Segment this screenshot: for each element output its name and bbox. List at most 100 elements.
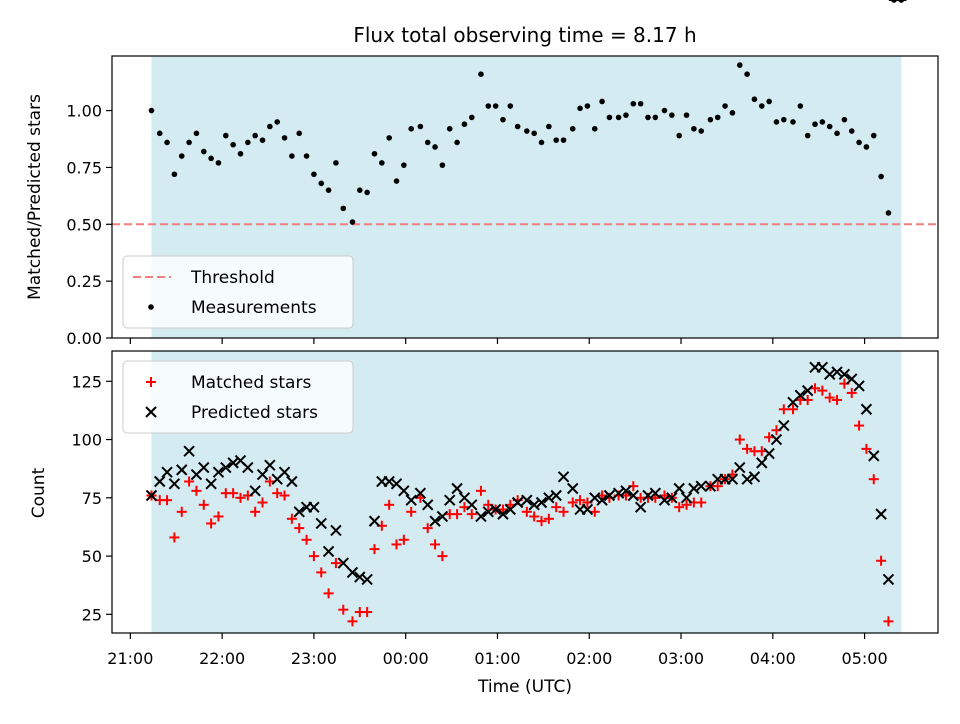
point-plus-2 <box>162 495 173 506</box>
point-dot-83 <box>773 119 780 125</box>
point-dot-28 <box>357 187 363 193</box>
point-dot-5 <box>186 139 192 146</box>
x-tick-label: 04:00 <box>750 649 796 668</box>
point-dot-60 <box>599 98 605 105</box>
point-x-44 <box>475 510 487 523</box>
point-x-86 <box>794 389 807 401</box>
point-x-61 <box>603 489 616 502</box>
point-x-96 <box>868 450 880 462</box>
point-plus-79 <box>742 443 753 454</box>
point-x-23 <box>315 517 327 530</box>
point-dot-84 <box>781 116 787 123</box>
point-dot-26 <box>340 205 347 212</box>
point-plus-27 <box>347 616 358 627</box>
point-x-16 <box>264 459 276 471</box>
legend-label: Measurements <box>191 298 317 318</box>
point-plus-7 <box>198 499 209 510</box>
point-x-40 <box>444 494 456 506</box>
point-dot-27 <box>349 219 356 225</box>
point-dot-39 <box>439 162 446 168</box>
y-tick-label: 50 <box>82 547 102 566</box>
point-x-49 <box>511 496 524 509</box>
point-x-56 <box>567 482 579 495</box>
legend-label: Threshold <box>190 268 275 288</box>
point-x-62 <box>612 487 625 499</box>
point-plus-22 <box>308 551 319 562</box>
point-dot-51 <box>531 130 537 137</box>
point-dot-20 <box>296 130 303 137</box>
legend-box <box>122 360 354 434</box>
point-plus-52 <box>536 516 547 527</box>
point-x-5 <box>183 445 195 457</box>
point-x-52 <box>535 496 548 509</box>
point-plus-33 <box>391 539 402 550</box>
point-dot-16 <box>267 123 273 130</box>
point-dot-12 <box>237 150 244 157</box>
point-x-63 <box>620 485 632 497</box>
y-tick-label: 25 <box>82 605 102 624</box>
point-plus-95 <box>861 443 872 454</box>
point-plus-97 <box>876 555 887 566</box>
point-plus-17 <box>272 488 283 499</box>
point-dot-94 <box>856 139 862 146</box>
point-dot-88 <box>812 121 818 128</box>
legend: Matched stars Predicted stars <box>122 360 354 434</box>
point-plus-43 <box>466 509 477 520</box>
point-x-38 <box>429 515 441 527</box>
point-dot-43 <box>468 114 475 121</box>
point-plus-73 <box>696 497 707 508</box>
point-dot-85 <box>790 119 796 125</box>
point-x-81 <box>756 457 768 469</box>
point-x-1 <box>154 475 166 488</box>
point-plus-53 <box>543 513 554 524</box>
point-plus-23 <box>316 567 327 578</box>
point-plus-15 <box>257 497 268 508</box>
point-plus-55 <box>558 506 569 517</box>
point-x-39 <box>436 510 449 523</box>
point-dot-91 <box>834 130 840 137</box>
point-dot-19 <box>289 153 295 159</box>
point-dot-37 <box>424 139 431 146</box>
point-x-70 <box>673 482 685 495</box>
point-plus-4 <box>176 506 187 517</box>
point-x-94 <box>853 380 865 392</box>
point-x-51 <box>528 499 540 511</box>
point-plus-56 <box>567 497 578 508</box>
point-plus-38 <box>430 539 441 550</box>
point-x-79 <box>741 473 753 485</box>
point-x-43 <box>466 499 478 511</box>
axes-frame <box>111 350 939 634</box>
point-dot-87 <box>804 132 811 139</box>
point-x-34 <box>398 485 410 497</box>
point-dot-55 <box>560 137 567 143</box>
point-plus-26 <box>338 604 349 615</box>
y-tick-label: 75 <box>82 489 102 508</box>
point-dot-80 <box>751 96 758 103</box>
point-x-20 <box>293 506 305 518</box>
point-plus-44 <box>475 485 486 496</box>
point-dot-62 <box>615 114 622 121</box>
point-dot-67 <box>652 114 659 121</box>
y-tick-label: 0.25 <box>66 272 102 291</box>
point-plus-24 <box>323 588 334 599</box>
point-plus-25 <box>330 558 341 569</box>
point-plus-6 <box>191 485 202 496</box>
point-plus-8 <box>206 518 217 529</box>
point-x-8 <box>205 478 217 490</box>
point-plus-70 <box>674 502 685 513</box>
point-dot-21 <box>303 153 310 159</box>
point-x-45 <box>482 506 494 518</box>
point-plus-88 <box>810 383 821 394</box>
point-plus-16 <box>264 476 275 487</box>
point-x-41 <box>451 482 463 495</box>
point-plus-18 <box>279 490 290 501</box>
point-plus-50 <box>521 506 532 517</box>
count-panel: 25 50 75 100 125 21:00 22:00 23:00 00:00 01:00 02:… <box>71 0 939 668</box>
point-x-78 <box>734 461 746 474</box>
point-plus-34 <box>398 534 409 545</box>
point-plus-42 <box>459 502 470 513</box>
point-x-0 <box>145 489 158 502</box>
point-x-95 <box>860 403 873 415</box>
point-x-37 <box>422 499 434 511</box>
